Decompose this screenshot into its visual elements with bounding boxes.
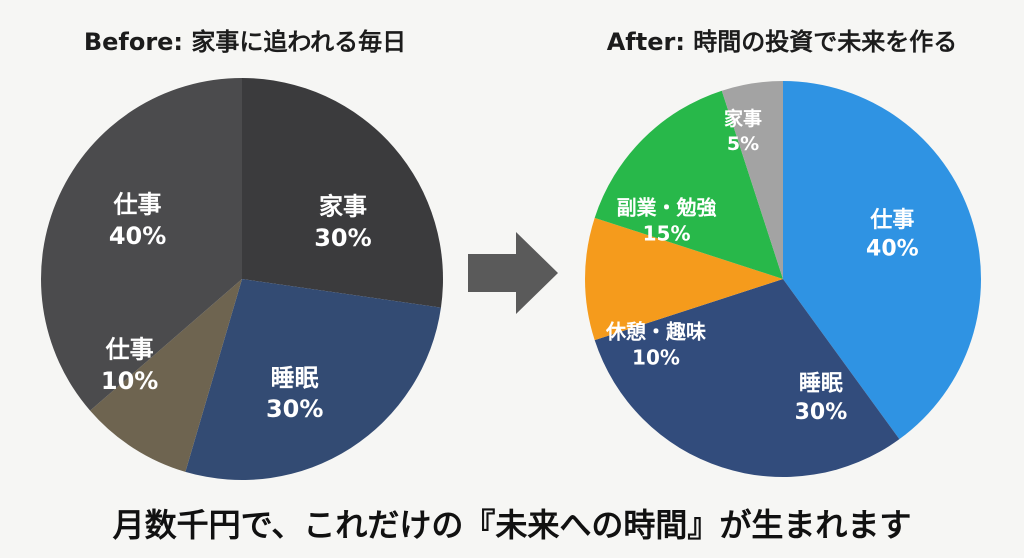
before-pie-chart: 家事 30% 睡眠 30% 仕事 10% 仕事 40% [40,77,443,480]
before-slice-1-label: 睡眠 [271,364,319,392]
after-slice-0 [783,81,981,440]
after-slice-4-label: 家事 [724,107,762,130]
after-slice-0-value: 40% [866,237,919,262]
after-slice-3-value: 15% [643,222,691,246]
before-slice-2 [90,279,243,472]
before-slice-0 [242,78,443,308]
after-slice-1-label: 睡眠 [799,371,843,396]
after-slice-4-value: 5% [727,133,759,155]
after-slice-0-label: 仕事 [869,207,914,233]
after-slice-1 [594,279,900,478]
before-slice-2-value: 10% [101,367,158,395]
before-slice-3 [40,77,242,411]
footer-message: 月数千円で、これだけの『未来への時間』が生まれます [112,506,912,544]
before-slice-0-value: 30% [314,224,371,252]
before-slice-3-label: 仕事 [113,191,162,219]
before-slice-3-value: 40% [109,222,166,250]
after-slice-4 [721,81,783,279]
before-slice-1 [185,279,441,480]
after-slice-3 [594,90,783,279]
after-slice-1-value: 30% [795,400,848,425]
after-slice-2-value: 10% [632,346,680,370]
after-slice-2-label: 休憩・趣味 [605,320,706,344]
before-slice-0-label: 家事 [319,193,367,221]
right-arrow-icon [468,232,558,314]
before-slice-1-value: 30% [266,395,323,423]
before-slice-2-label: 仕事 [105,336,154,364]
before-chart-title: Before: 家事に追われる毎日 [83,28,407,56]
after-slice-3-label: 副業・勉強 [617,196,717,220]
after-slice-2 [584,217,783,341]
after-chart-title: After: 時間の投資で未来を作る [606,28,958,56]
